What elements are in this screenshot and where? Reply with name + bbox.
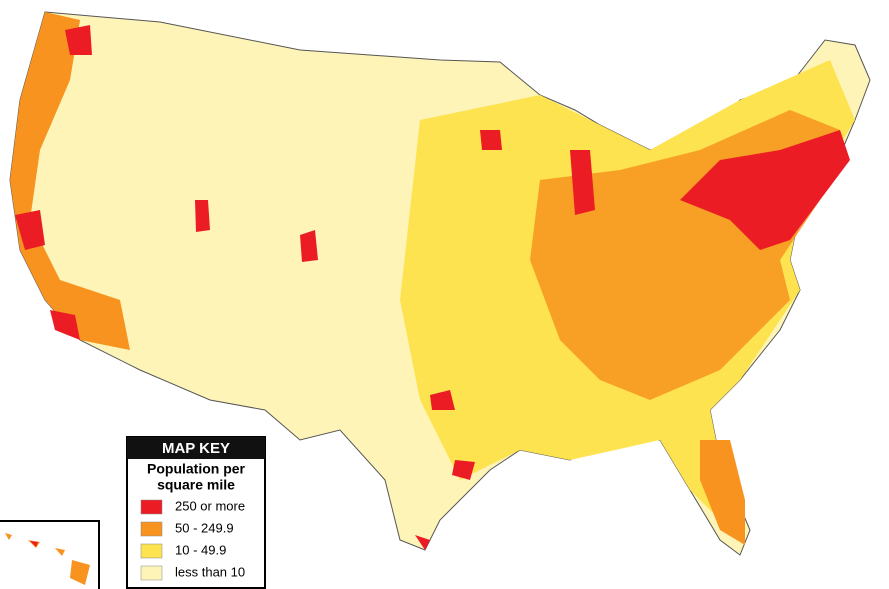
inset-border	[0, 520, 100, 589]
texas-cities	[415, 390, 475, 550]
hawaii-islands	[5, 533, 90, 585]
key-swatch	[140, 521, 163, 537]
hawaii-inset	[0, 520, 100, 589]
northeast-high	[680, 130, 850, 250]
chicago-area	[480, 130, 595, 215]
key-header	[127, 437, 265, 459]
key-title: MAP KEY	[162, 440, 230, 457]
key-subtitle: square mile	[157, 477, 235, 493]
key-label: less than 10	[175, 564, 245, 579]
key-label: 10 - 49.9	[175, 542, 226, 557]
key-swatch	[140, 543, 163, 559]
colorado-front	[195, 200, 318, 262]
key-swatch	[140, 565, 163, 581]
key-subtitle: Population per	[147, 461, 246, 477]
west-coast	[10, 12, 130, 350]
key-swatch	[140, 499, 163, 515]
us-map	[9, 11, 871, 556]
key-label: 50 - 249.9	[175, 520, 234, 535]
oahu-high	[30, 541, 38, 547]
map-key: MAP KEY Population per square mile 250 o…	[126, 436, 266, 589]
key-label: 250 or more	[175, 498, 245, 513]
florida	[700, 440, 745, 545]
